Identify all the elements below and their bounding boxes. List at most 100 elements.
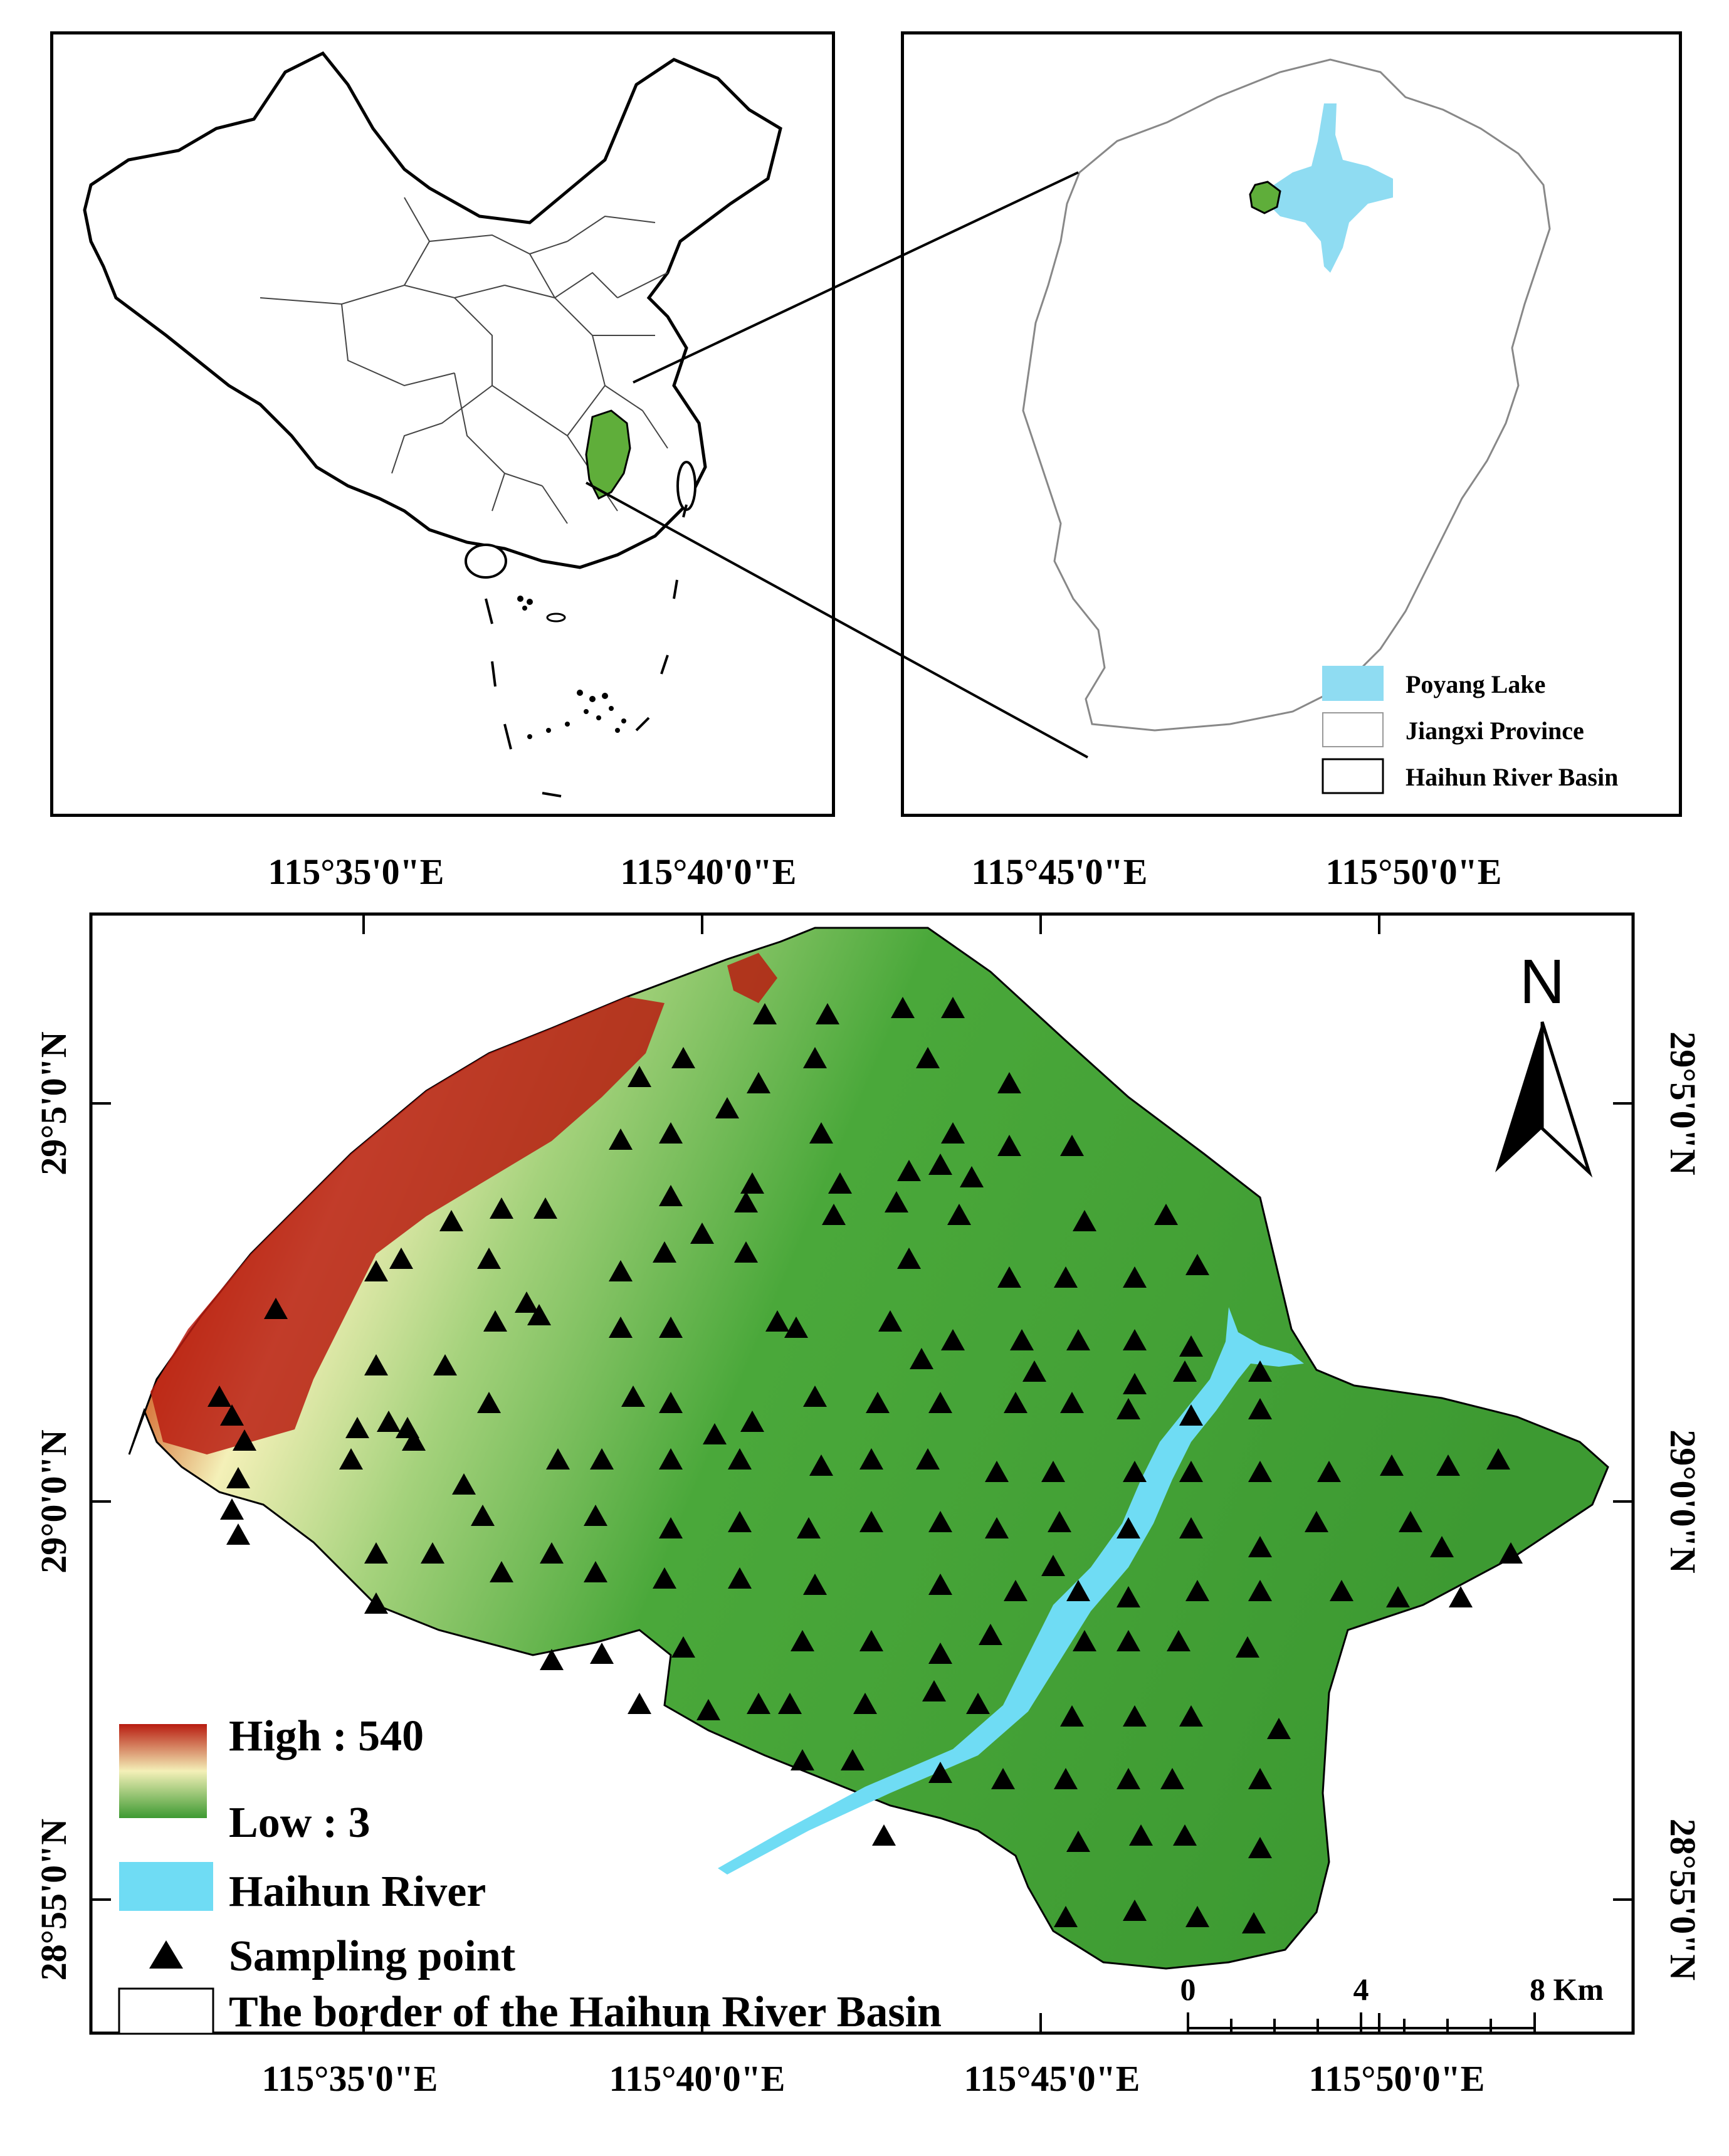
sampling-point: [1022, 1360, 1046, 1382]
sampling-point: [471, 1505, 495, 1526]
sampling-point: [1330, 1580, 1353, 1601]
sampling-point: [540, 1542, 564, 1564]
sampling-point: [960, 1166, 984, 1187]
sampling-point: [928, 1762, 952, 1783]
china-map-panel: [50, 31, 835, 817]
sampling-point: [1123, 1461, 1147, 1482]
sampling-point: [1066, 1329, 1090, 1350]
sampling-point: [1117, 1630, 1140, 1651]
lat-left-3: 28°55'0"N: [33, 1819, 74, 1981]
lon-bottom-4: 115°50'0"E: [1309, 2058, 1485, 2099]
sampling-point: [671, 1047, 695, 1068]
legend-poyang-lake: Poyang Lake: [1406, 670, 1545, 698]
sampling-points: [208, 997, 1523, 1933]
sampling-point: [345, 1417, 369, 1438]
sampling-point: [1449, 1586, 1473, 1607]
sampling-point: [853, 1693, 877, 1714]
sampling-point: [659, 1122, 683, 1144]
sampling-point: [859, 1630, 883, 1651]
scale-tick-8: 8 Km: [1530, 1972, 1604, 2007]
sampling-point: [377, 1411, 401, 1432]
north-arrow: N: [1495, 947, 1593, 1178]
sampling-point: [1179, 1404, 1203, 1426]
sampling-point: [659, 1392, 683, 1413]
lon-top-3: 115°45'0"E: [972, 851, 1148, 892]
sampling-point: [928, 1392, 952, 1413]
north-arrow-left-icon: [1495, 1022, 1542, 1172]
sampling-point: [1117, 1586, 1140, 1607]
sampling-point: [928, 1574, 952, 1595]
north-label: N: [1520, 947, 1565, 1017]
lon-labels-top: 115°35'0"E 115°40'0"E 115°45'0"E 115°50'…: [268, 851, 1502, 892]
sampling-point: [226, 1467, 250, 1488]
legend-border-swatch: [118, 1987, 214, 2035]
sampling-point: [515, 1291, 539, 1313]
sampling-point: [264, 1298, 288, 1319]
sampling-point: [841, 1749, 865, 1770]
sampling-point: [728, 1511, 752, 1532]
lat-right-2: 29°0'0"N: [1663, 1429, 1703, 1574]
sampling-point: [1267, 1718, 1291, 1739]
sampling-point: [364, 1354, 388, 1375]
sampling-point: [402, 1429, 426, 1451]
jiangxi-swatch: [1322, 712, 1384, 747]
sampling-point: [628, 1066, 651, 1087]
sampling-point: [653, 1241, 676, 1263]
sampling-point: [540, 1649, 564, 1670]
main-legend: High : 540 Low : 3 Haihun River Sampling…: [118, 1712, 942, 2036]
legend-river: Haihun River: [229, 1868, 486, 1916]
sampling-point: [1248, 1536, 1272, 1557]
sampling-point: [747, 1072, 770, 1093]
sampling-point: [364, 1260, 388, 1281]
sampling-point-icon: [149, 1940, 183, 1969]
sampling-point: [1499, 1542, 1523, 1564]
poyang-lake-swatch: [1322, 666, 1384, 701]
sampling-point: [1123, 1900, 1147, 1921]
sampling-point: [1041, 1461, 1065, 1482]
legend-border: The border of the Haihun River Basin: [229, 1988, 942, 2036]
sampling-point: [734, 1241, 758, 1263]
sampling-point: [659, 1448, 683, 1470]
sampling-point: [659, 1517, 683, 1538]
sampling-point: [1248, 1360, 1272, 1382]
sampling-point: [1154, 1204, 1178, 1225]
lat-right-1: 29°5'0"N: [1663, 1031, 1703, 1175]
sampling-point: [533, 1197, 557, 1219]
sampling-point: [740, 1172, 764, 1194]
sampling-point: [1066, 1580, 1090, 1601]
sampling-point: [765, 1310, 789, 1332]
sampling-point: [1123, 1705, 1147, 1727]
lat-labels-left: 29°5'0"N 29°0'0"N 28°55'0"N: [33, 1031, 74, 1980]
sampling-point: [1060, 1135, 1084, 1156]
sampling-point: [1054, 1266, 1078, 1288]
lat-labels-right: 29°5'0"N 29°0'0"N 28°55'0"N: [1663, 1031, 1703, 1980]
sampling-point: [941, 1329, 965, 1350]
lat-left-2: 29°0'0"N: [33, 1429, 74, 1574]
sampling-point: [916, 1047, 940, 1068]
sampling-point: [1248, 1461, 1272, 1482]
sampling-point: [809, 1122, 833, 1144]
sampling-point: [584, 1561, 607, 1582]
lon-top-2: 115°40'0"E: [621, 851, 797, 892]
sampling-point: [339, 1448, 363, 1470]
sampling-point: [947, 1204, 971, 1225]
sampling-point: [546, 1448, 570, 1470]
sampling-point: [483, 1310, 507, 1332]
sampling-point: [1185, 1254, 1209, 1275]
highland-patch: [150, 997, 665, 1454]
sampling-point: [885, 1191, 908, 1212]
sampling-point: [822, 1204, 846, 1225]
sampling-point: [1173, 1360, 1197, 1382]
sampling-point: [1117, 1517, 1140, 1538]
legend-dem-ramp: [119, 1724, 207, 1818]
sampling-point: [928, 1511, 952, 1532]
sampling-point: [1386, 1586, 1410, 1607]
sampling-point: [1129, 1824, 1153, 1846]
sampling-point: [859, 1448, 883, 1470]
legend-haihun-basin: Haihun River Basin: [1406, 763, 1618, 791]
sampling-point: [1173, 1824, 1197, 1846]
sampling-point: [477, 1392, 501, 1413]
sampling-point: [1123, 1329, 1147, 1350]
inset-legend: Poyang Lake Jiangxi Province Haihun Rive…: [1322, 666, 1618, 794]
legend-low: Low : 3: [229, 1799, 370, 1847]
